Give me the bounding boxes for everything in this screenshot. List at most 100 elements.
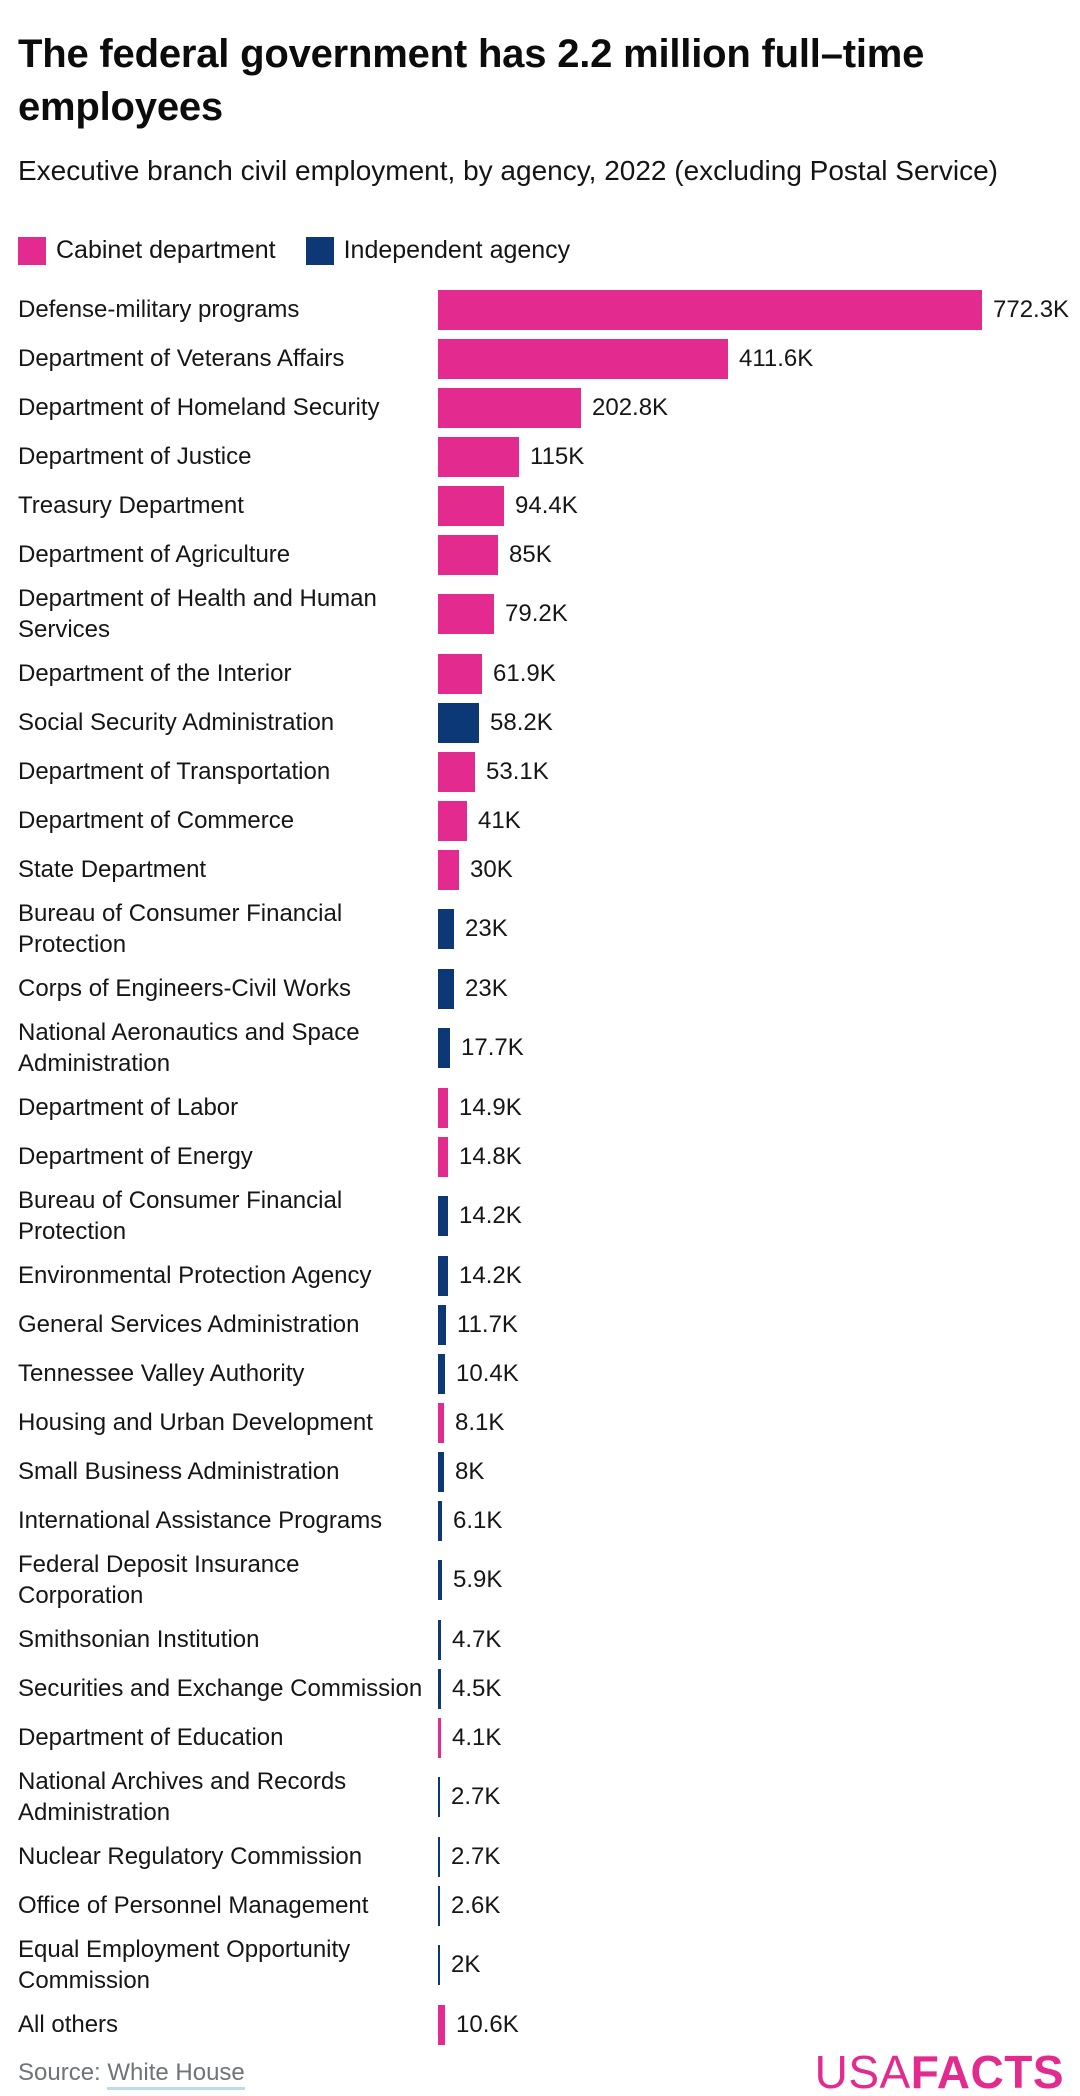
bar-category-label: Defense-military programs bbox=[18, 296, 300, 323]
bar-category-label: Environmental Protection Agency bbox=[18, 1262, 372, 1289]
bar-category-label: State Department bbox=[18, 856, 207, 883]
bar-category-label: Bureau of Consumer Financial Protection bbox=[18, 900, 343, 958]
source-note: Source: White House bbox=[18, 2059, 245, 2095]
chart-row: Department of Agriculture 85K bbox=[18, 530, 1064, 579]
bar-zone: 23K bbox=[438, 909, 1064, 949]
bar bbox=[438, 653, 482, 694]
bar-zone: 14.2K bbox=[438, 1255, 1064, 1296]
bar-zone: 10.6K bbox=[438, 2004, 1064, 2045]
chart-row: Securities and Exchange Commission 4.5K bbox=[18, 1664, 1064, 1713]
chart-row: Housing and Urban Development 8.1K bbox=[18, 1398, 1064, 1447]
bar-category-label: Department of Education bbox=[18, 1724, 284, 1751]
bar-category-label: National Archives and Records Administra… bbox=[18, 1768, 347, 1826]
chart-row: General Services Administration 11.7K bbox=[18, 1300, 1064, 1349]
bar-value-label: 4.7K bbox=[452, 1625, 502, 1653]
bar-category-label: Department of Energy bbox=[18, 1143, 253, 1170]
bar-value-label: 772.3K bbox=[993, 295, 1070, 323]
bar-zone: 2K bbox=[438, 1945, 1064, 1985]
usafacts-logo: USAFACTS bbox=[815, 2049, 1064, 2095]
chart-row: Office of Personnel Management 2.6K bbox=[18, 1881, 1064, 1930]
bar bbox=[438, 1945, 440, 1985]
chart-row: National Archives and Records Administra… bbox=[18, 1762, 1064, 1832]
bar bbox=[438, 387, 581, 428]
bar-category-label: National Aeronautics and Space Administr… bbox=[18, 1019, 360, 1077]
bar-category-label: Department of Justice bbox=[18, 443, 252, 470]
bar-category-label: Office of Personnel Management bbox=[18, 1892, 369, 1919]
bar-zone: 4.7K bbox=[438, 1619, 1064, 1660]
bar-value-label: 4.1K bbox=[452, 1723, 502, 1751]
legend-swatch-independent-icon bbox=[305, 236, 334, 265]
bar-value-label: 58.2K bbox=[490, 708, 553, 736]
bar-category-label: Department of Labor bbox=[18, 1094, 239, 1121]
bar-zone: 2.6K bbox=[438, 1885, 1064, 1926]
bar bbox=[438, 1402, 444, 1443]
bar-value-label: 14.2K bbox=[459, 1261, 522, 1289]
bar-zone: 2.7K bbox=[438, 1777, 1064, 1817]
bar-zone: 8.1K bbox=[438, 1402, 1064, 1443]
bar-zone: 85K bbox=[438, 534, 1064, 575]
bar-zone: 115K bbox=[438, 436, 1064, 477]
bar bbox=[438, 1885, 440, 1926]
bar-zone: 2.7K bbox=[438, 1836, 1064, 1877]
page-title-line-1: The federal government has 2.2 million f… bbox=[18, 32, 925, 76]
page-footer: Source: White House USAFACTS bbox=[18, 2049, 1064, 2095]
bar-category-label: International Assistance Programs bbox=[18, 1507, 383, 1534]
bar bbox=[438, 1777, 440, 1817]
chart-row: National Aeronautics and Space Administr… bbox=[18, 1013, 1064, 1083]
bar-zone: 17.7K bbox=[438, 1028, 1064, 1068]
bar bbox=[438, 702, 479, 743]
chart-row: Department of Veterans Affairs 411.6K bbox=[18, 334, 1064, 383]
bar bbox=[438, 800, 467, 841]
bar-zone: 14.2K bbox=[438, 1196, 1064, 1236]
chart-row: Bureau of Consumer Financial Protection 2… bbox=[18, 894, 1064, 964]
bar-value-label: 14.9K bbox=[459, 1093, 522, 1121]
bar-value-label: 8K bbox=[455, 1457, 485, 1485]
page-title-line-2: employees bbox=[18, 85, 223, 129]
bar-value-label: 79.2K bbox=[505, 600, 568, 627]
chart-row: Department of Education 4.1K bbox=[18, 1713, 1064, 1762]
bar bbox=[438, 485, 504, 526]
usafacts-logo-usa: USA bbox=[814, 2046, 911, 2096]
bar-value-label: 115K bbox=[530, 442, 585, 470]
bar-value-label: 202.8K bbox=[592, 393, 669, 421]
bar-value-label: 23K bbox=[465, 915, 508, 942]
bar-zone: 10.4K bbox=[438, 1353, 1064, 1394]
chart-row: Bureau of Consumer Financial Protection 1… bbox=[18, 1181, 1064, 1251]
chart-row: Department of Labor 14.9K bbox=[18, 1083, 1064, 1132]
bar-category-label: Department of the Interior bbox=[18, 660, 292, 687]
bar bbox=[438, 1717, 441, 1758]
bar-zone: 53.1K bbox=[438, 751, 1064, 792]
bar-zone: 411.6K bbox=[438, 338, 1064, 379]
bar-value-label: 94.4K bbox=[515, 491, 578, 519]
usafacts-logo-facts: FACTS bbox=[910, 2046, 1064, 2096]
bar-value-label: 8.1K bbox=[455, 1408, 505, 1436]
bar bbox=[438, 1560, 442, 1600]
bar-category-label: Nuclear Regulatory Commission bbox=[18, 1843, 363, 1870]
chart-row: Environmental Protection Agency 14.2K bbox=[18, 1251, 1064, 1300]
bar-value-label: 10.4K bbox=[456, 1359, 519, 1387]
bar-value-label: 11.7K bbox=[457, 1310, 518, 1338]
bar bbox=[438, 1028, 450, 1068]
bar bbox=[438, 1836, 440, 1877]
bar-chart: Defense-military programs 772.3K Departmen… bbox=[18, 285, 1069, 2049]
bar-value-label: 85K bbox=[509, 540, 552, 568]
bar-category-label: Equal Employment Opportunity Commission bbox=[18, 1936, 351, 1994]
chart-row: Smithsonian Institution 4.7K bbox=[18, 1615, 1064, 1664]
bar-category-label: Securities and Exchange Commission bbox=[18, 1675, 423, 1702]
bar-value-label: 53.1K bbox=[486, 757, 549, 785]
chart-row: Equal Employment Opportunity Commission 2… bbox=[18, 1930, 1064, 2000]
bar-category-label: Bureau of Consumer Financial Protection bbox=[18, 1187, 343, 1245]
source-link[interactable]: White House bbox=[107, 2059, 245, 2090]
bar bbox=[438, 1255, 448, 1296]
bar bbox=[438, 1087, 448, 1128]
bar bbox=[438, 1304, 446, 1345]
bar-zone: 58.2K bbox=[438, 702, 1064, 743]
bar-value-label: 6.1K bbox=[453, 1506, 503, 1534]
chart-row: Small Business Administration 8K bbox=[18, 1447, 1064, 1496]
bar-category-label: Treasury Department bbox=[18, 492, 244, 519]
bar bbox=[438, 436, 519, 477]
chart-row: Department of Energy 14.8K bbox=[18, 1132, 1064, 1181]
bar-zone: 11.7K bbox=[438, 1304, 1064, 1345]
bar-value-label: 2.7K bbox=[451, 1783, 501, 1810]
